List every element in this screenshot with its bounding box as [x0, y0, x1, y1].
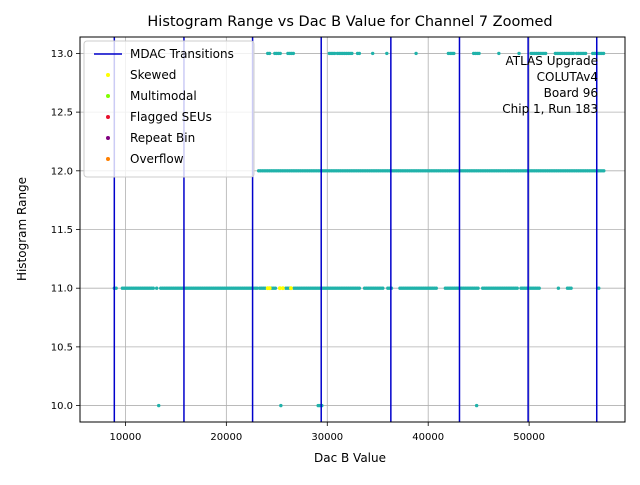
data-point [385, 51, 389, 56]
y-tick-label: 11.5 [51, 225, 73, 236]
data-point [357, 51, 362, 56]
data-point [414, 51, 418, 56]
annotation-line: Board 96 [544, 86, 598, 100]
skewed-point [280, 286, 285, 291]
x-tick-label: 50000 [513, 432, 545, 443]
legend-label: MDAC Transitions [130, 47, 234, 61]
y-tick-label: 12.0 [51, 166, 73, 177]
data-point [157, 403, 161, 408]
data-point [474, 403, 479, 408]
data-point [569, 286, 573, 290]
data-point [434, 286, 438, 290]
data-point [601, 51, 606, 56]
data-point [333, 51, 337, 56]
data-point [370, 51, 375, 56]
data-point [279, 403, 283, 408]
run-annotation: ATLAS Upgrade COLUTAv4 Board 96 Chip 1, Run… [502, 54, 598, 116]
skewed-point [267, 286, 272, 291]
data-point [357, 286, 362, 290]
annotation-line: Chip 1, Run 183 [502, 102, 598, 116]
x-tick-label: 30000 [311, 432, 343, 443]
data-point [497, 51, 501, 56]
data-point [515, 286, 519, 290]
data-point [267, 51, 272, 56]
legend-point-marker [106, 157, 110, 161]
data-point [517, 51, 521, 56]
legend-point-marker [106, 136, 110, 140]
legend-point-marker [106, 115, 110, 119]
data-point [151, 286, 155, 290]
annotation-line: COLUTAv4 [537, 70, 598, 84]
y-tick-label: 12.5 [51, 108, 73, 119]
data-point [452, 51, 456, 56]
x-tick-label: 20000 [210, 432, 242, 443]
legend-box [83, 40, 255, 178]
y-tick-label: 11.0 [51, 284, 73, 295]
data-point [571, 51, 576, 56]
data-point [543, 51, 548, 56]
y-tick-label: 10.0 [51, 401, 73, 412]
data-point [583, 51, 588, 56]
data-point [597, 286, 601, 290]
legend-label: Flagged SEUs [130, 110, 212, 124]
data-point [602, 169, 606, 173]
data-point [273, 286, 278, 290]
x-tick-label: 40000 [412, 432, 444, 443]
data-point [477, 51, 481, 56]
data-point [350, 51, 354, 56]
data-point [537, 286, 541, 290]
skewed-point [277, 286, 282, 291]
legend-label: Repeat Bin [130, 131, 195, 145]
data-point [263, 286, 267, 290]
data-points [112, 51, 606, 408]
y-axis-label: Histogram Range [15, 177, 29, 281]
data-point [114, 286, 118, 290]
data-point [476, 286, 480, 290]
annotation-line: ATLAS Upgrade [505, 54, 598, 68]
legend-point-marker [106, 94, 110, 98]
legend-label: Skewed [130, 68, 176, 82]
x-axis-label: Dac B Value [314, 451, 386, 465]
axis-ticks: 10000 20000 30000 40000 50000 10.0 10.5 11.0 11.… [51, 49, 545, 443]
y-tick-label: 13.0 [51, 49, 73, 60]
data-point [291, 51, 296, 56]
data-point [255, 286, 259, 290]
y-tick-label: 10.5 [51, 342, 73, 353]
data-point [155, 286, 159, 290]
legend-point-marker [106, 73, 110, 77]
legend-label: Overflow [130, 152, 184, 166]
x-tick-label: 10000 [110, 432, 142, 443]
data-point [556, 286, 561, 290]
legend: MDAC Transitions Skewed Multimodal Flagged … [83, 40, 255, 178]
skewed-point [289, 286, 293, 291]
data-point [381, 286, 385, 290]
mdac-transition-lines [113, 37, 598, 422]
data-point [278, 51, 282, 56]
chart-title: Histogram Range vs Dac B Value for Chann… [147, 14, 552, 30]
legend-label: Multimodal [130, 89, 197, 103]
